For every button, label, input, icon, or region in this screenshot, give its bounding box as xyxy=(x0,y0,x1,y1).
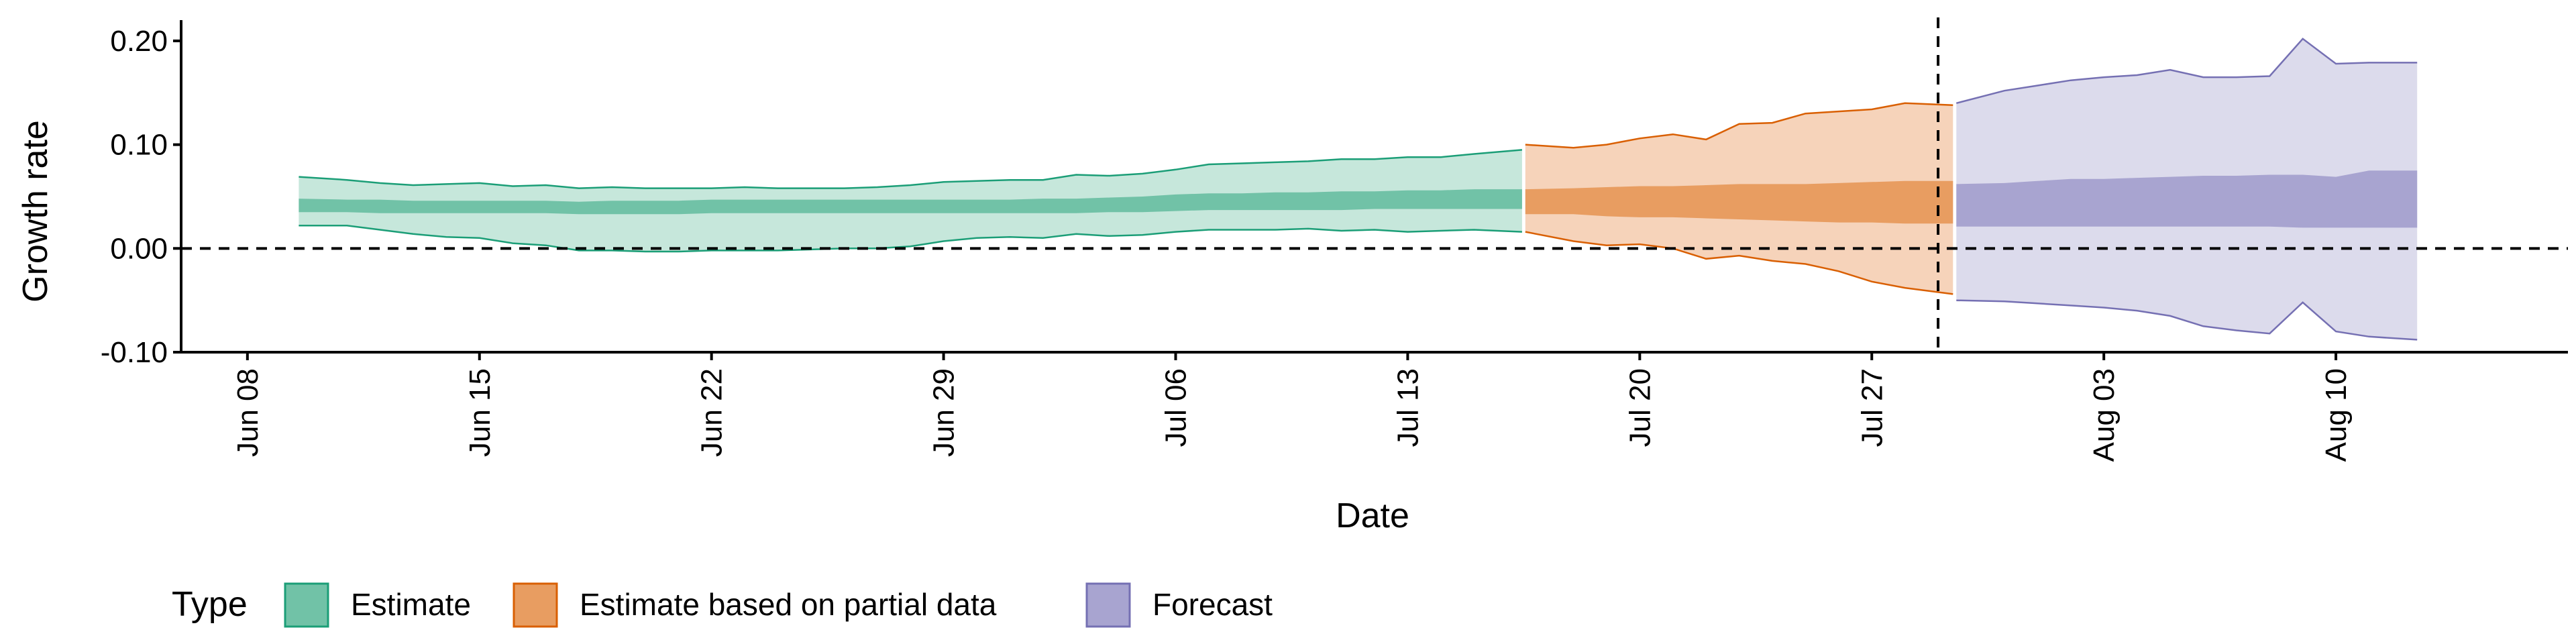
series-2-upper-edge xyxy=(1955,38,2418,105)
series-2-lower-edge xyxy=(1956,299,2418,341)
series-1-inner-band xyxy=(1525,180,1953,224)
series-0-upper-edge xyxy=(299,149,1523,189)
legend-title: Type xyxy=(172,585,248,624)
x-tick-label: Jun 29 xyxy=(928,368,961,457)
x-tick-label: Jul 20 xyxy=(1623,368,1656,447)
y-tick-label: 0.10 xyxy=(110,129,168,162)
x-tick-label: Jun 15 xyxy=(464,368,496,457)
plot-area xyxy=(181,17,2568,352)
series-0-inner-band xyxy=(299,189,1522,215)
legend-label-2: Forecast xyxy=(1152,587,1273,622)
axes: -0.10 0.00 0.10 0.20 Jun 08 Jun 15 Jun 22 Jun 2… xyxy=(101,20,2568,462)
x-tick-label: Jul 27 xyxy=(1856,368,1888,447)
y-tick-label: -0.10 xyxy=(101,336,168,369)
x-tick-label: Jun 08 xyxy=(231,368,264,457)
legend-swatch-0 xyxy=(284,582,329,628)
legend-label-0: Estimate xyxy=(351,587,471,622)
x-tick-label: Aug 03 xyxy=(2088,368,2121,462)
x-tick-label: Jun 22 xyxy=(696,368,729,457)
y-axis-title: Growth rate xyxy=(16,120,55,303)
series-0-lower-edge xyxy=(299,225,1522,253)
y-tick-label: 0.00 xyxy=(110,232,168,265)
x-tick-label: Aug 10 xyxy=(2320,368,2353,462)
legend: Type Estimate Estimate based on partial d… xyxy=(172,582,1273,628)
x-tick-label: Jul 13 xyxy=(1391,368,1424,447)
legend-label-1: Estimate based on partial data xyxy=(580,587,997,622)
y-tick-label: 0.20 xyxy=(110,25,168,58)
series-1-upper-edge xyxy=(1525,102,1953,149)
legend-swatch-2 xyxy=(1085,582,1131,628)
x-tick-label: Jul 06 xyxy=(1160,368,1193,447)
series-2-inner-band xyxy=(1956,170,2418,228)
legend-swatch-1 xyxy=(513,582,558,628)
x-axis-title: Date xyxy=(1336,496,1409,535)
series-1-lower-edge xyxy=(1525,231,1953,295)
